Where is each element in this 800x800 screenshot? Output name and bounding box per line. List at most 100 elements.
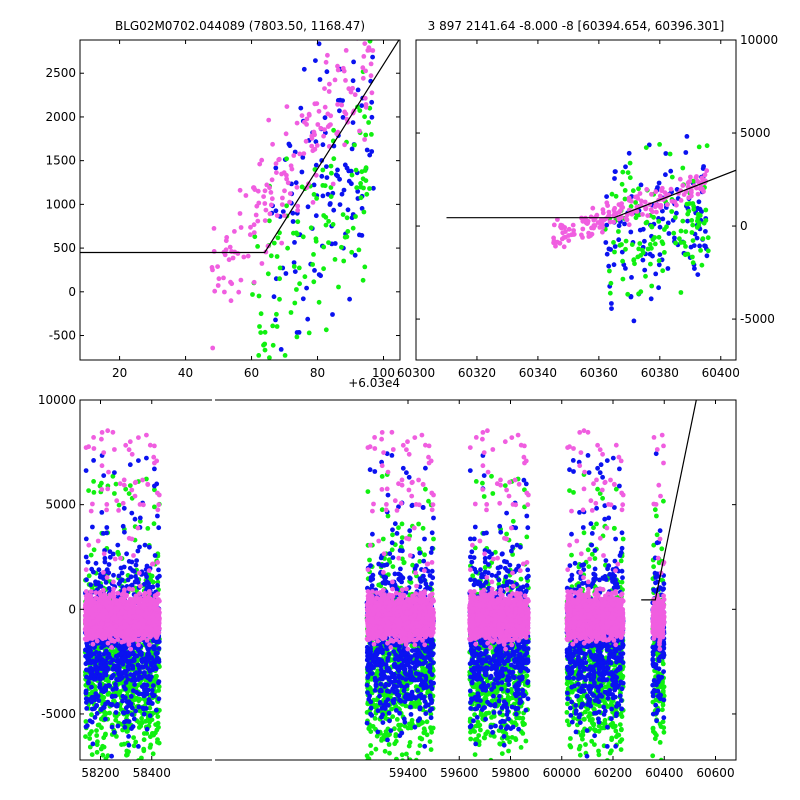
point bbox=[265, 271, 271, 277]
point bbox=[284, 104, 290, 109]
point bbox=[255, 218, 261, 224]
point bbox=[337, 108, 342, 114]
point bbox=[314, 196, 319, 201]
point bbox=[604, 200, 610, 206]
point bbox=[680, 165, 686, 171]
point bbox=[301, 66, 307, 72]
point bbox=[613, 486, 619, 492]
point bbox=[126, 734, 131, 739]
point bbox=[340, 115, 346, 120]
point bbox=[688, 187, 694, 193]
point bbox=[104, 525, 110, 530]
point bbox=[678, 228, 684, 234]
point bbox=[683, 229, 689, 235]
point bbox=[638, 289, 644, 295]
point bbox=[690, 201, 696, 206]
point bbox=[648, 207, 654, 213]
point bbox=[657, 740, 663, 745]
point bbox=[564, 710, 570, 715]
point bbox=[659, 239, 665, 245]
point bbox=[578, 697, 584, 703]
point bbox=[379, 507, 385, 513]
point bbox=[561, 244, 567, 250]
point bbox=[313, 58, 318, 63]
point bbox=[147, 713, 153, 719]
point bbox=[277, 276, 282, 282]
point bbox=[124, 748, 130, 754]
point bbox=[100, 743, 105, 749]
point bbox=[291, 260, 297, 265]
point bbox=[83, 554, 89, 560]
point bbox=[89, 752, 95, 757]
point bbox=[520, 722, 526, 728]
point bbox=[637, 227, 643, 233]
point bbox=[335, 129, 341, 135]
point bbox=[83, 719, 89, 724]
point bbox=[274, 213, 280, 219]
point bbox=[482, 565, 488, 570]
point bbox=[309, 135, 315, 141]
point bbox=[399, 752, 405, 758]
point bbox=[337, 202, 343, 208]
point bbox=[358, 195, 364, 201]
point bbox=[102, 663, 108, 668]
point bbox=[360, 75, 366, 81]
point bbox=[335, 102, 340, 107]
point bbox=[102, 555, 108, 561]
point bbox=[245, 253, 251, 259]
point bbox=[703, 207, 709, 213]
point bbox=[657, 252, 663, 257]
point bbox=[137, 708, 143, 714]
point bbox=[357, 128, 362, 134]
panel-bottom: 58200 58400 59400 59600 59800 60000 60200 60400… bbox=[38, 393, 737, 780]
point bbox=[230, 255, 236, 261]
point bbox=[618, 747, 624, 752]
point bbox=[620, 205, 626, 210]
point bbox=[657, 142, 662, 147]
point bbox=[668, 186, 674, 192]
point bbox=[625, 170, 631, 176]
point bbox=[589, 231, 595, 237]
point bbox=[689, 218, 695, 223]
point bbox=[421, 730, 427, 736]
point bbox=[566, 238, 572, 244]
point bbox=[571, 490, 576, 495]
point bbox=[343, 78, 348, 83]
point bbox=[215, 264, 221, 269]
point bbox=[345, 207, 351, 213]
point bbox=[367, 40, 373, 44]
point bbox=[144, 476, 149, 482]
point bbox=[590, 205, 596, 211]
point bbox=[660, 208, 665, 214]
point bbox=[156, 646, 162, 651]
point bbox=[627, 160, 633, 166]
point bbox=[129, 726, 134, 731]
series-marks-top-right bbox=[446, 134, 736, 324]
point bbox=[268, 253, 274, 259]
point bbox=[691, 243, 697, 249]
point bbox=[322, 127, 327, 132]
point bbox=[577, 752, 583, 758]
point bbox=[363, 104, 369, 110]
point bbox=[210, 345, 216, 351]
point bbox=[350, 225, 356, 231]
point bbox=[133, 574, 138, 579]
point bbox=[379, 474, 385, 479]
point bbox=[637, 191, 643, 196]
point bbox=[392, 726, 397, 732]
title-top-right: 3 897 2141.64 -8.000 -8 [60394.654, 6039… bbox=[428, 19, 725, 33]
point bbox=[311, 192, 317, 197]
point bbox=[579, 232, 584, 238]
point bbox=[253, 212, 259, 218]
point bbox=[413, 700, 418, 706]
point bbox=[361, 54, 367, 59]
point bbox=[85, 559, 91, 565]
point bbox=[349, 249, 355, 255]
point bbox=[566, 722, 572, 728]
point bbox=[136, 458, 141, 463]
point bbox=[86, 675, 91, 681]
point bbox=[612, 176, 617, 181]
point bbox=[284, 156, 289, 162]
point bbox=[139, 652, 144, 658]
point bbox=[253, 425, 258, 430]
